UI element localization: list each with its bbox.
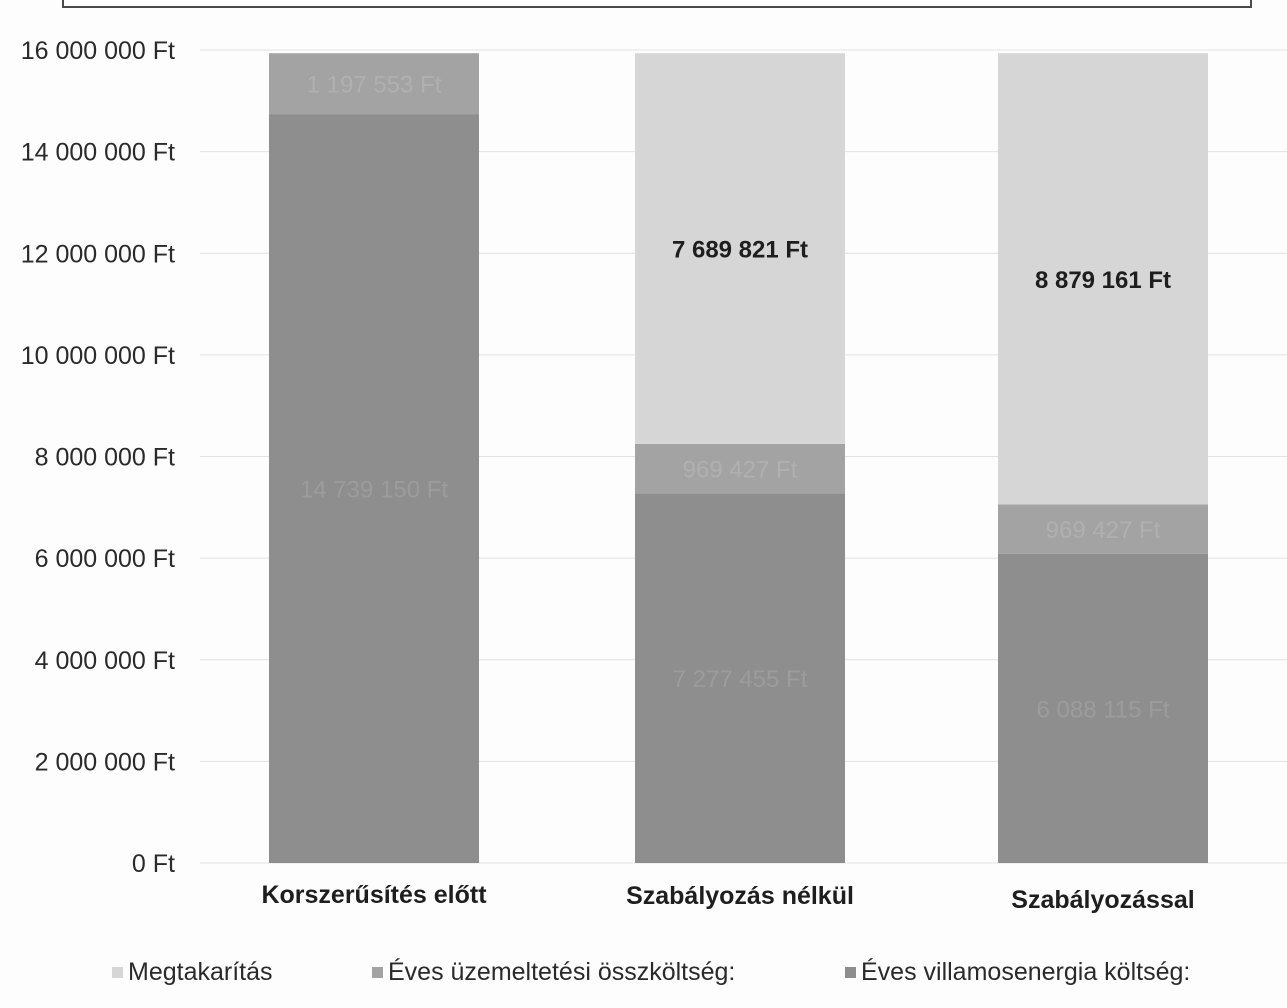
bar-segment [998, 504, 1208, 554]
data-label: 969 427 Ft [683, 457, 798, 484]
data-label: 1 197 553 Ft [307, 72, 442, 99]
bar-segment [635, 53, 845, 444]
legend-swatch-operating-cost [372, 967, 383, 978]
data-labels: 14 739 150 Ft 1 197 553 Ft 7 277 455 Ft 969… [300, 72, 1171, 724]
chart: 0 Ft 2 000 000 Ft 4 000 000 Ft 6 000 000 Ft… [21, 37, 1287, 914]
bar-segment [269, 53, 479, 115]
y-tick-label: 14 000 000 Ft [21, 139, 175, 167]
category-label: Szabályozás nélkül [626, 882, 854, 910]
bar-segment [998, 53, 1208, 505]
data-label: 8 879 161 Ft [1035, 267, 1171, 294]
data-label: 7 277 455 Ft [673, 666, 808, 693]
legend-label-operating-cost: Éves üzemeltetési összköltség: [388, 958, 736, 986]
legend-item-electricity-cost: Éves villamosenergia költség: [845, 958, 1190, 987]
y-tick-label: 0 Ft [132, 850, 175, 878]
legend-swatch-electricity-cost [845, 967, 856, 978]
y-tick-label: 2 000 000 Ft [35, 748, 175, 776]
y-tick-label: 10 000 000 Ft [21, 342, 175, 370]
data-label: 969 427 Ft [1046, 517, 1161, 544]
bars [269, 53, 1208, 863]
data-label: 7 689 821 Ft [672, 237, 808, 264]
top-border [62, 0, 1252, 8]
legend-item-savings: Megtakarítás [112, 958, 273, 987]
y-tick-label: 8 000 000 Ft [35, 444, 175, 472]
bar-segment [635, 493, 845, 863]
x-axis-category-labels: Korszerűsítés előtt Szabályozás nélkül Sza… [261, 881, 1194, 914]
y-tick-label: 4 000 000 Ft [35, 647, 175, 675]
legend-swatch-savings [112, 967, 123, 978]
data-label: 6 088 115 Ft [1037, 696, 1170, 723]
data-label: 14 739 150 Ft [300, 477, 448, 504]
category-label: Korszerűsítés előtt [261, 881, 487, 909]
legend: Megtakarítás Éves üzemeltetési összkölts… [0, 958, 1287, 994]
bar-segment [635, 443, 845, 494]
y-axis-tick-labels: 0 Ft 2 000 000 Ft 4 000 000 Ft 6 000 000 Ft… [21, 37, 175, 878]
y-tick-label: 16 000 000 Ft [21, 37, 175, 65]
y-tick-label: 12 000 000 Ft [21, 240, 175, 268]
y-tick-label: 6 000 000 Ft [35, 545, 175, 573]
bar-segment [269, 114, 479, 863]
bar-segment [998, 553, 1208, 863]
legend-label-electricity-cost: Éves villamosenergia költség: [861, 958, 1191, 986]
category-label: Szabályozással [1011, 886, 1194, 914]
legend-item-operating-cost: Éves üzemeltetési összköltség: [372, 958, 735, 987]
legend-label-savings: Megtakarítás [128, 958, 273, 986]
